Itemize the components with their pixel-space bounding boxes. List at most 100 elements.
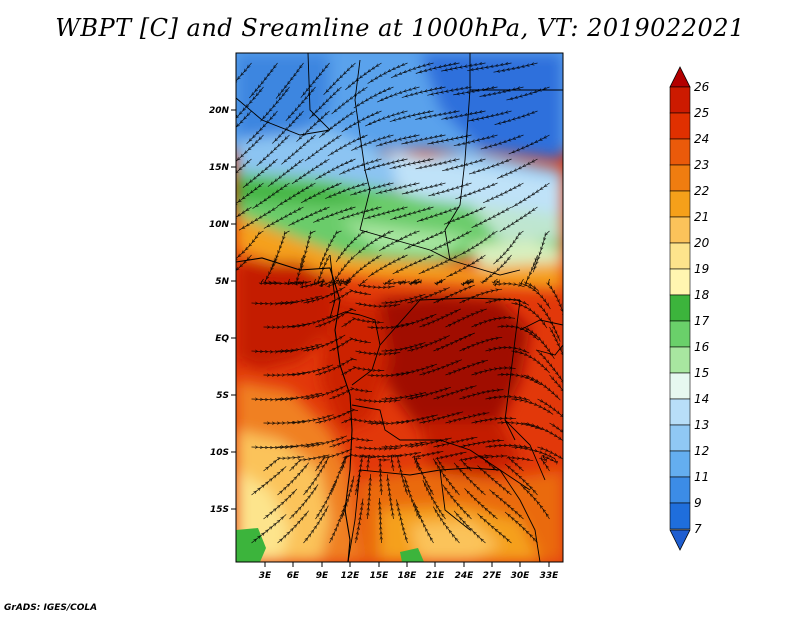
streamline	[433, 284, 475, 304]
streamline	[446, 254, 486, 278]
streamline	[277, 510, 309, 544]
lat-label: 10N	[209, 220, 230, 230]
streamline	[482, 254, 512, 282]
streamline	[329, 501, 347, 544]
streamline	[380, 497, 382, 544]
streamline	[396, 499, 407, 544]
streamline	[471, 368, 516, 375]
streamline	[496, 158, 538, 179]
streamline	[413, 502, 434, 544]
colorbar-label: 7	[694, 522, 702, 536]
colorbar-swatch	[669, 372, 691, 400]
streamline	[549, 374, 563, 410]
streamline	[329, 389, 373, 400]
lon-label: 18E	[398, 571, 418, 581]
colorbar-swatch	[669, 294, 691, 322]
lat-label: 20N	[209, 106, 230, 116]
streamline	[541, 456, 557, 472]
streamline	[445, 359, 489, 376]
colorbar-swatch	[669, 424, 691, 452]
streamline	[506, 86, 550, 101]
streamline	[341, 319, 384, 328]
colorbar-swatch	[669, 502, 691, 530]
streamline	[329, 339, 371, 352]
streamline	[410, 278, 420, 284]
lon-label: 9E	[316, 571, 329, 581]
colorbar-label: 14	[694, 392, 709, 406]
streamline	[493, 63, 538, 72]
streamline	[356, 498, 364, 544]
colorbar-label: 13	[694, 418, 709, 432]
streamline	[459, 390, 504, 399]
streamline	[471, 418, 517, 423]
streamline	[355, 303, 401, 306]
grads-credit: GrADS: IGES/COLA	[4, 603, 98, 613]
lat-label: 5S	[216, 391, 229, 401]
lat-label: EQ	[215, 334, 229, 344]
map-frame	[235, 52, 564, 563]
streamline	[548, 278, 563, 320]
streamline	[508, 134, 550, 155]
streamline	[445, 413, 490, 423]
streamline	[329, 439, 373, 448]
lon-label: 15E	[370, 571, 390, 581]
streamline	[433, 385, 477, 399]
streamline	[537, 398, 563, 426]
colorbar-swatch	[669, 138, 691, 166]
streamlines	[236, 63, 563, 544]
colorbar-label: 17	[694, 314, 710, 328]
colorbar-swatch	[669, 242, 691, 270]
streamline	[511, 182, 550, 208]
streamline	[236, 110, 252, 143]
streamline	[477, 513, 512, 544]
colorbar-swatch	[669, 476, 691, 504]
streamline	[380, 460, 390, 496]
streamline	[482, 456, 508, 472]
streamline	[504, 511, 538, 544]
streamline	[360, 278, 395, 287]
lon-label: 27E	[483, 571, 503, 581]
colorbar-swatch	[669, 112, 691, 140]
streamline	[314, 279, 338, 286]
streamline	[459, 440, 504, 447]
streamline	[549, 422, 563, 451]
lat-label: 15S	[210, 505, 229, 515]
colorbar-swatch	[669, 320, 691, 348]
lon-label: 6E	[287, 571, 300, 581]
streamline	[339, 279, 351, 285]
wbpt-field	[236, 53, 563, 562]
streamline	[445, 308, 487, 328]
lon-label: 33E	[540, 571, 560, 581]
colorbar-swatch	[669, 346, 691, 374]
streamline	[341, 368, 385, 376]
lon-label: 3E	[259, 571, 272, 581]
colorbar-label: 20	[694, 236, 710, 250]
streamline	[277, 462, 309, 496]
colorbar-label: 18	[694, 288, 710, 302]
chart-title: WBPT [C] and Sreamline at 1000hPa, VT: 2…	[55, 14, 745, 42]
streamline	[236, 254, 252, 284]
colorbar-label: 12	[694, 444, 709, 458]
colorbar-label: 16	[694, 340, 710, 354]
streamline	[494, 110, 538, 125]
streamline	[471, 318, 516, 328]
colorbar-label: 25	[694, 106, 709, 120]
lon-label: 30E	[511, 571, 531, 581]
streamline	[315, 410, 359, 423]
streamline	[459, 337, 503, 352]
streamline	[329, 291, 371, 304]
colorbar-top-arrow	[669, 66, 691, 88]
lat-label: 15N	[209, 163, 230, 173]
colorbar-swatch	[669, 86, 691, 114]
colorbar-label: 15	[694, 366, 709, 380]
streamline	[432, 506, 460, 544]
colorbar-label: 26	[694, 80, 710, 94]
streamline	[477, 465, 512, 496]
streamline	[463, 278, 473, 284]
colorbar-label: 9	[694, 496, 702, 510]
colorbar-bottom-arrow	[669, 529, 691, 551]
lat-label: 5N	[215, 277, 229, 287]
colorbar-label: 19	[694, 262, 709, 276]
streamline	[433, 437, 478, 447]
